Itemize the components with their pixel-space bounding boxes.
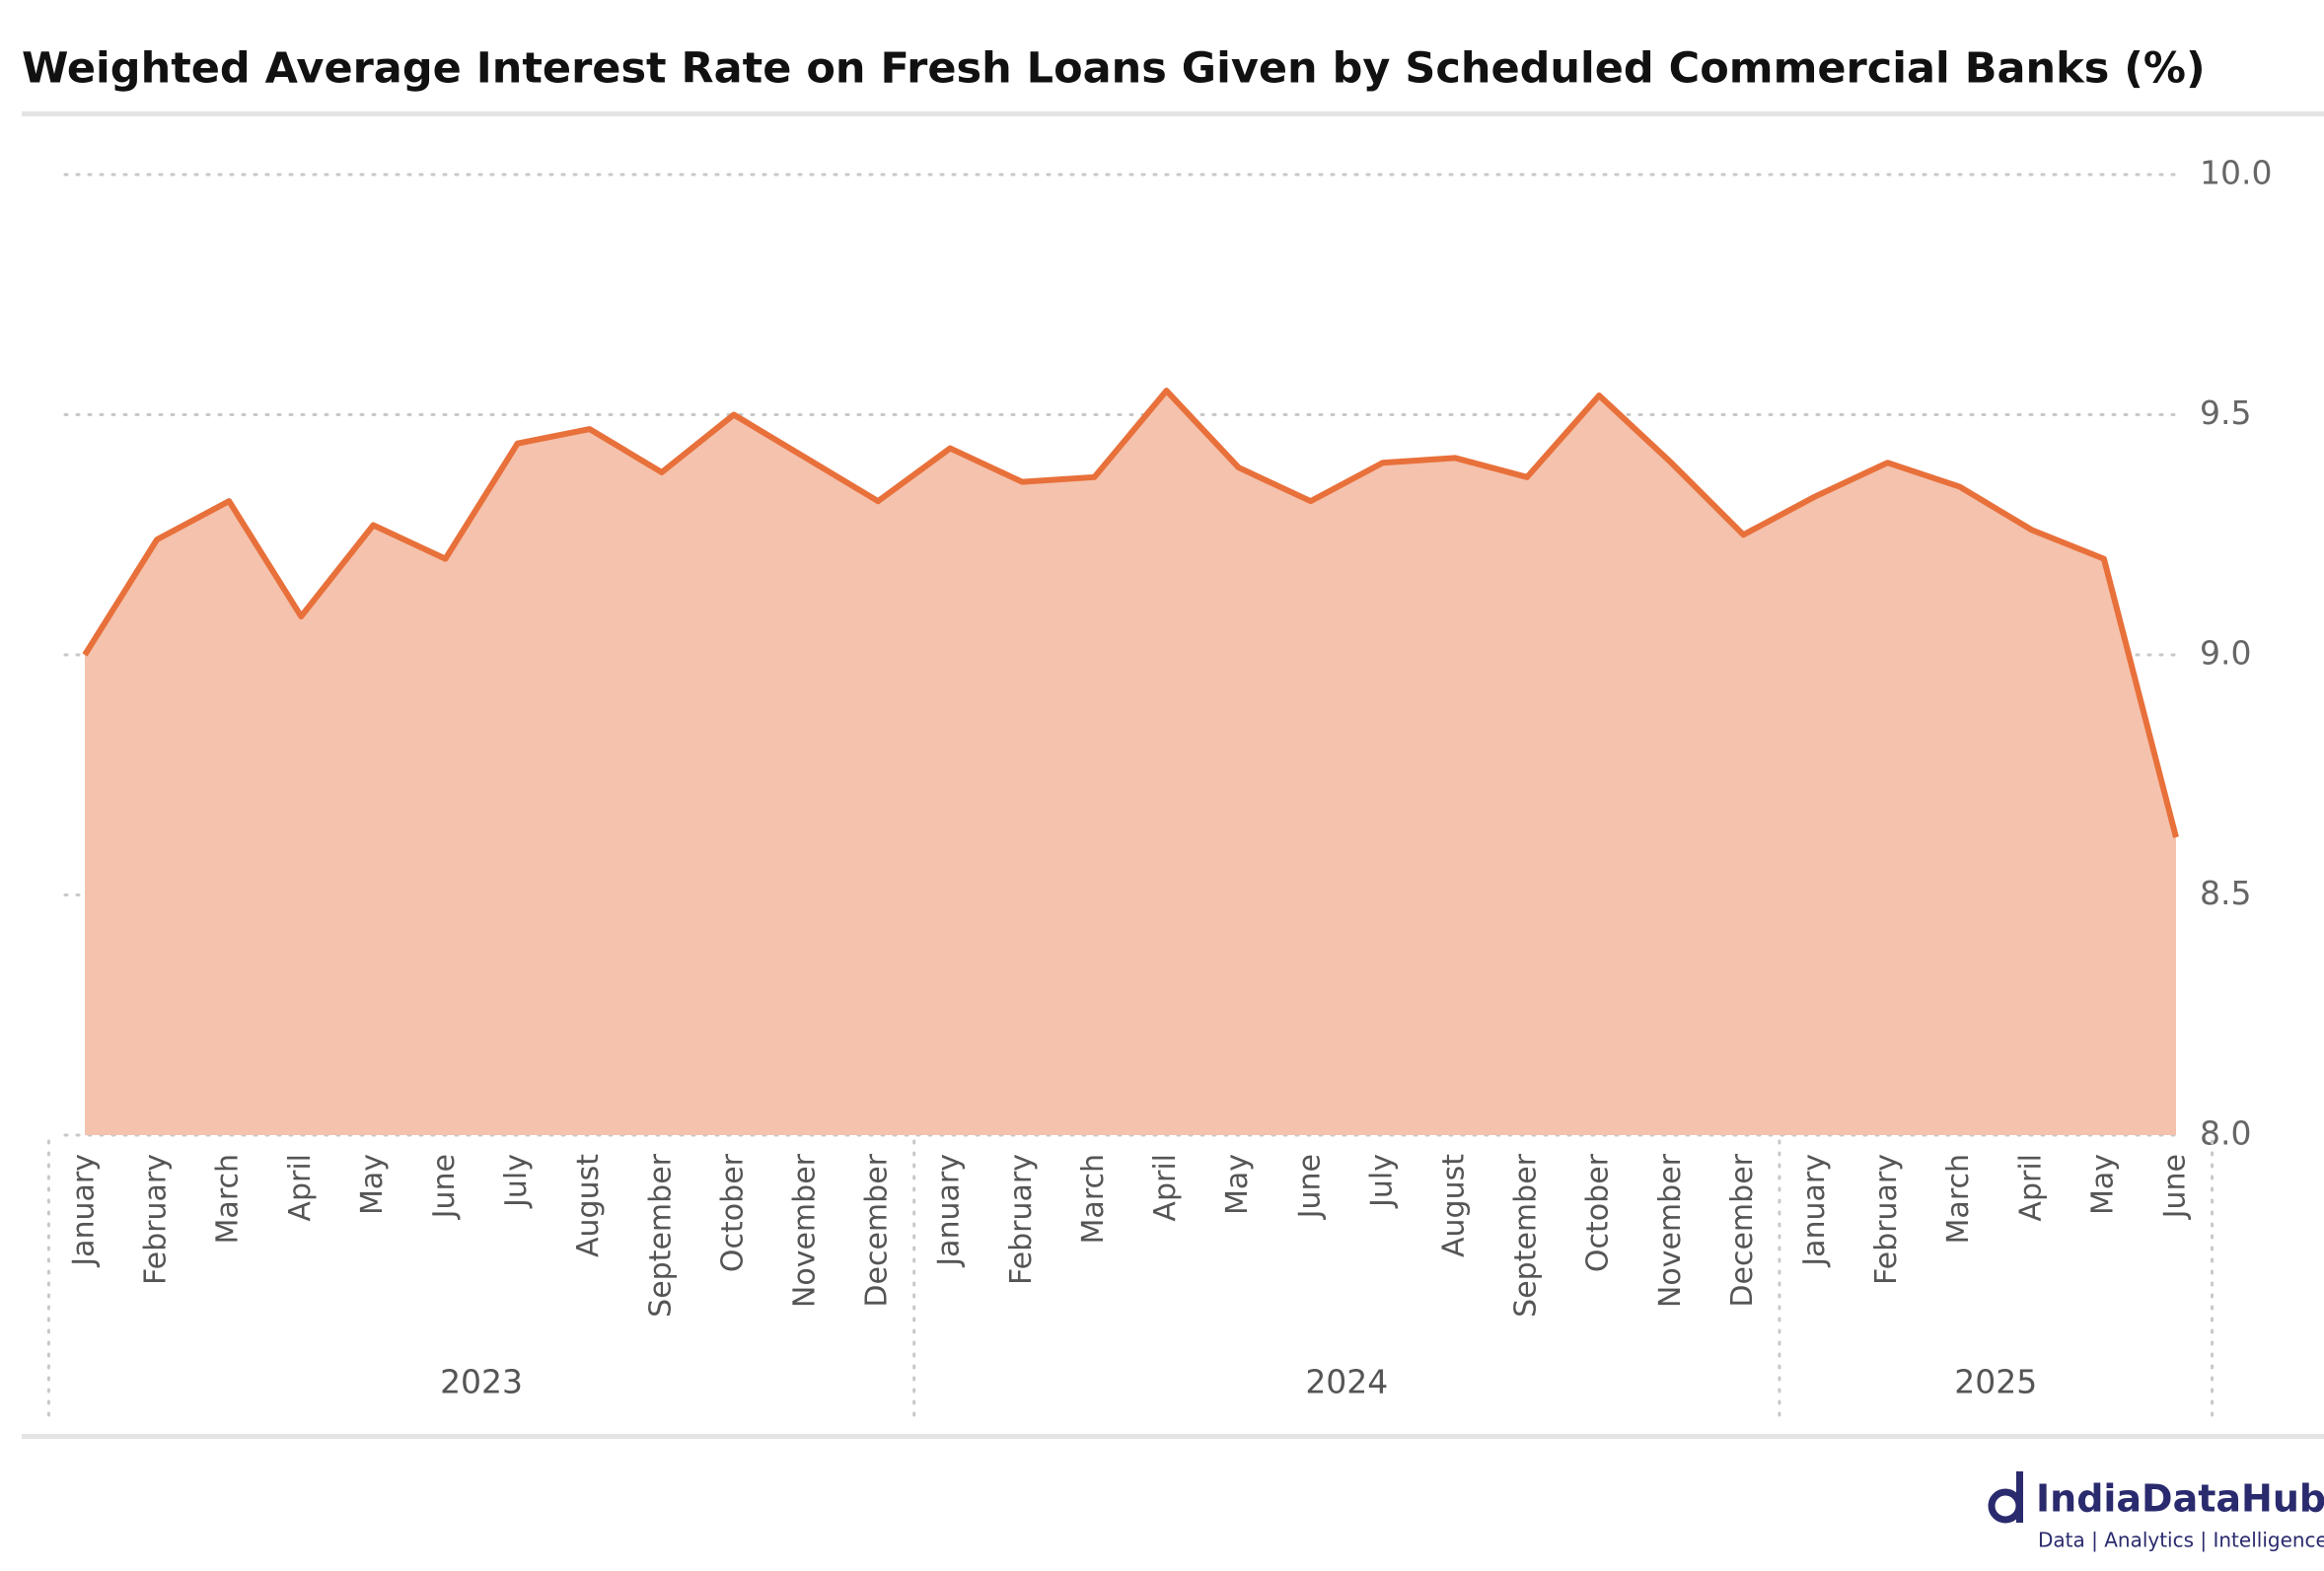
y-tick-label: 8.5 [2200, 874, 2251, 912]
y-tick-label: 10.0 [2200, 154, 2272, 192]
x-tick-label: April [2013, 1154, 2048, 1222]
x-tick-label: September [1509, 1153, 1544, 1317]
logo-icon [1988, 1488, 2023, 1524]
x-tick-label: January [932, 1154, 967, 1268]
x-tick-label: February [1869, 1154, 1904, 1285]
x-tick-label: August [1436, 1154, 1471, 1257]
x-group-label: 2023 [440, 1363, 523, 1401]
y-tick-label: 9.0 [2200, 634, 2251, 673]
x-tick-label: November [1653, 1153, 1688, 1308]
y-tick-label: 9.5 [2200, 393, 2251, 432]
x-tick-label: July [1364, 1154, 1399, 1209]
x-tick-label: August [571, 1154, 606, 1257]
bottom-rule [22, 1434, 2324, 1439]
x-tick-label: May [2085, 1154, 2120, 1215]
x-tick-label: April [1148, 1154, 1183, 1222]
x-tick-label: May [1220, 1154, 1255, 1215]
chart-title: Weighted Average Interest Rate on Fresh … [22, 44, 2206, 94]
x-tick-label: October [715, 1153, 750, 1272]
brand-name: IndiaDataHub [2036, 1477, 2324, 1521]
brand-tagline: Data | Analytics | Intelligence [2038, 1529, 2324, 1552]
x-tick-label: June [2158, 1154, 2193, 1220]
x-tick-label: January [1797, 1154, 1832, 1268]
x-tick-label: December [860, 1153, 895, 1307]
x-tick-label: April [283, 1154, 318, 1222]
x-tick-label: March [1941, 1154, 1976, 1244]
line [82, 388, 2179, 838]
x-tick-label: May [355, 1154, 390, 1215]
x-tick-label: July [499, 1154, 534, 1209]
x-group-label: 2024 [1305, 1363, 1388, 1401]
area [85, 391, 2176, 1135]
x-tick-label: December [1725, 1153, 1760, 1307]
x-tick-label: October [1581, 1153, 1616, 1272]
x-tick-label: September [643, 1153, 678, 1317]
top-rule [22, 111, 2324, 116]
x-tick-label: February [139, 1154, 174, 1285]
x-tick-label: March [1076, 1154, 1111, 1244]
logo-icon [2016, 1471, 2023, 1523]
x-tick-label: January [67, 1154, 102, 1268]
x-tick-label: November [788, 1153, 823, 1308]
logo: IndiaDataHub Data | Analytics | Intellig… [1988, 1471, 2324, 1552]
x-tick-label: February [1004, 1154, 1039, 1285]
x-tick-label: June [1292, 1154, 1327, 1220]
x-group-label: 2025 [1954, 1363, 2037, 1401]
y-tick-label: 8.0 [2200, 1114, 2251, 1153]
x-tick-label: March [211, 1154, 246, 1244]
x-tick-label: June [427, 1154, 462, 1220]
